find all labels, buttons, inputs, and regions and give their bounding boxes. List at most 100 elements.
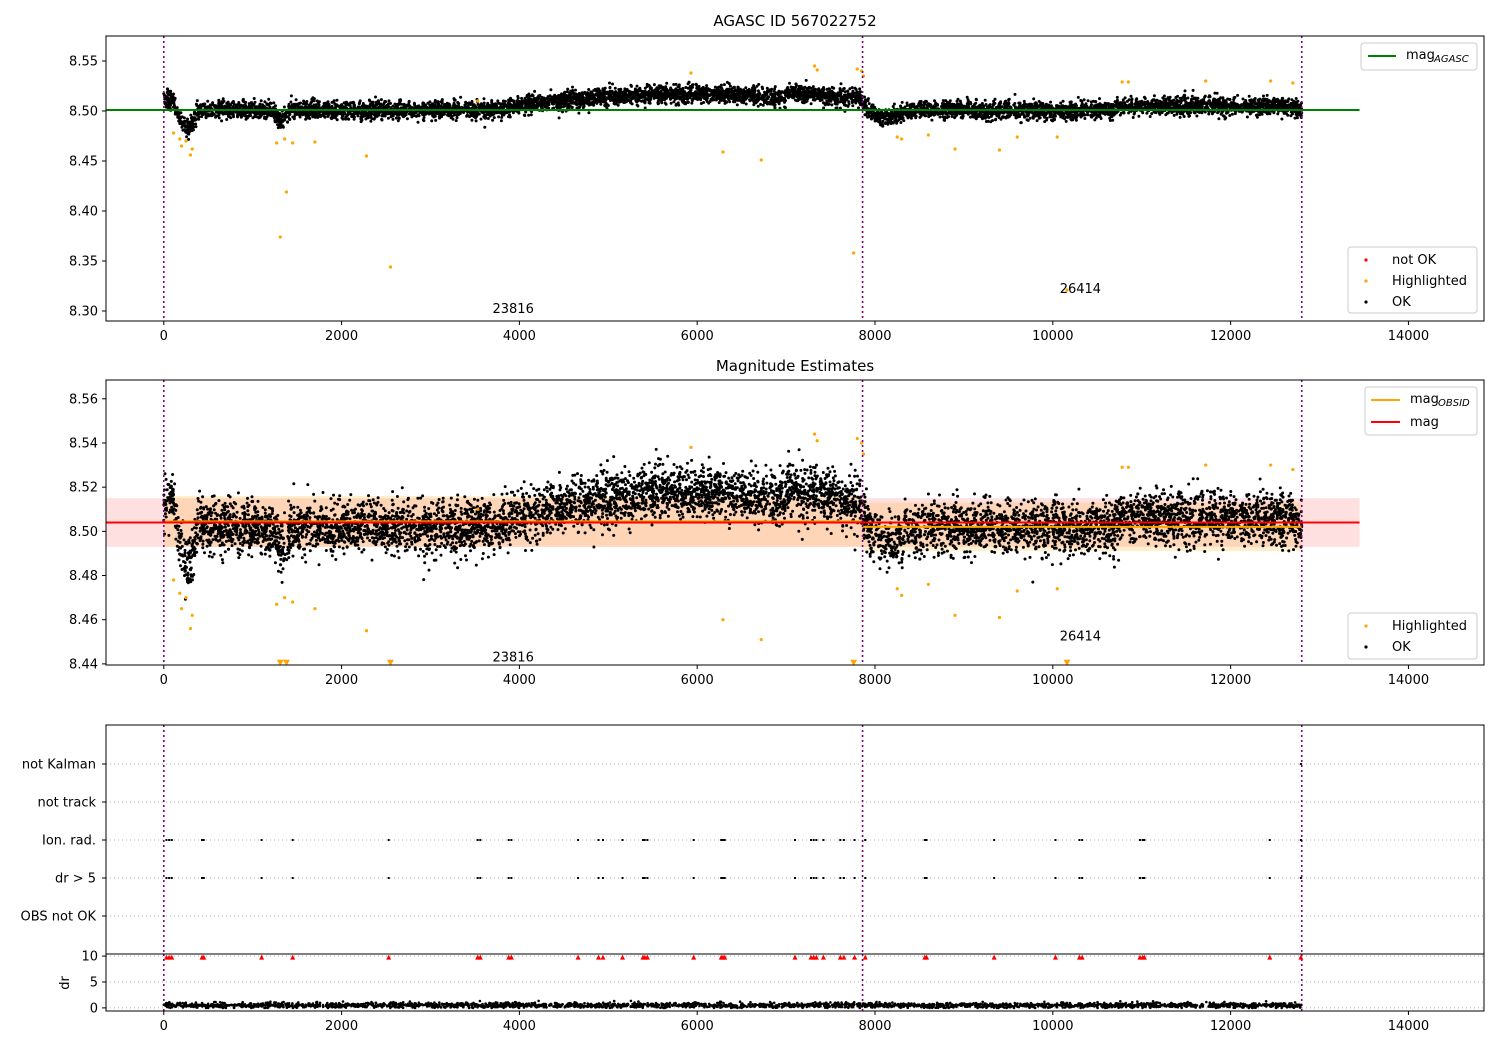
ok-point bbox=[1260, 112, 1264, 116]
ok-point bbox=[611, 82, 614, 86]
ok-point bbox=[692, 97, 696, 101]
ok-point bbox=[200, 115, 204, 119]
ok-point bbox=[843, 90, 847, 94]
ok-point bbox=[756, 104, 760, 108]
ok-point bbox=[220, 119, 224, 123]
ok-point bbox=[237, 101, 241, 104]
ok-point bbox=[948, 99, 952, 103]
ok-point bbox=[379, 98, 383, 102]
ok-point bbox=[1024, 105, 1028, 109]
ok-point bbox=[759, 102, 763, 106]
ok-point bbox=[382, 103, 385, 107]
ok-point bbox=[813, 98, 817, 102]
ok-point bbox=[863, 95, 866, 99]
ok-point bbox=[599, 102, 603, 106]
ok-point bbox=[635, 84, 639, 88]
panel1-plot-area bbox=[106, 64, 1360, 292]
ok-point bbox=[804, 78, 808, 82]
ok-point bbox=[194, 102, 198, 106]
ok-point bbox=[688, 89, 692, 93]
ok-point bbox=[1157, 111, 1161, 115]
ok-point bbox=[993, 97, 997, 101]
ok-point bbox=[1064, 119, 1068, 123]
ok-point bbox=[839, 82, 843, 86]
ok-point bbox=[334, 116, 337, 120]
ok-point bbox=[345, 100, 349, 104]
ok-point bbox=[674, 87, 678, 91]
ok-point bbox=[374, 95, 377, 99]
ok-point bbox=[1233, 112, 1237, 116]
ok-point bbox=[1224, 111, 1228, 115]
ok-point bbox=[806, 91, 810, 95]
ok-point bbox=[1228, 114, 1232, 117]
ok-point bbox=[684, 102, 688, 106]
ok-point bbox=[583, 90, 587, 94]
ok-point bbox=[900, 100, 904, 104]
ok-point bbox=[189, 113, 193, 117]
ok-point bbox=[440, 101, 444, 105]
ok-point bbox=[490, 99, 494, 102]
ok-point bbox=[827, 102, 831, 106]
ok-point bbox=[538, 94, 542, 97]
ok-point bbox=[809, 102, 813, 106]
ok-point bbox=[259, 99, 263, 103]
ok-point bbox=[848, 87, 852, 91]
ok-point bbox=[1170, 111, 1174, 115]
ok-point bbox=[1247, 94, 1251, 98]
ok-point bbox=[486, 117, 490, 120]
ok-point bbox=[614, 90, 618, 94]
ok-point bbox=[857, 106, 860, 110]
ok-point bbox=[1090, 103, 1093, 107]
ok-point bbox=[708, 100, 712, 103]
ok-point bbox=[308, 117, 312, 120]
ok-point bbox=[930, 118, 934, 122]
ok-point bbox=[465, 114, 469, 118]
panel1-title: AGASC ID 567022752 bbox=[713, 12, 876, 30]
ok-point bbox=[1130, 97, 1134, 101]
ok-point bbox=[483, 125, 487, 129]
ok-point bbox=[892, 102, 896, 106]
ok-point bbox=[399, 99, 402, 103]
ok-point bbox=[482, 97, 486, 101]
ok-point bbox=[1089, 100, 1093, 104]
ok-point bbox=[1295, 116, 1299, 120]
ok-point bbox=[981, 117, 984, 121]
ok-point bbox=[1007, 97, 1011, 101]
ok-point bbox=[356, 114, 360, 118]
ok-point bbox=[938, 115, 942, 119]
ok-point bbox=[722, 83, 726, 87]
ok-point bbox=[1280, 117, 1284, 121]
ok-point bbox=[1086, 99, 1090, 103]
ok-point bbox=[172, 92, 175, 96]
ok-point bbox=[577, 111, 581, 115]
ok-point bbox=[421, 118, 425, 122]
ok-point bbox=[705, 84, 709, 88]
ok-point bbox=[459, 95, 463, 99]
ok-point bbox=[1180, 96, 1184, 100]
ok-point bbox=[238, 104, 242, 108]
ok-point bbox=[812, 88, 816, 91]
ok-point bbox=[669, 101, 673, 105]
ok-point bbox=[1022, 99, 1026, 103]
ok-point bbox=[933, 99, 936, 103]
ok-point bbox=[187, 137, 191, 141]
ok-point bbox=[1189, 111, 1193, 115]
ok-point bbox=[1028, 116, 1032, 120]
ok-point bbox=[430, 119, 434, 123]
ok-point bbox=[1025, 118, 1029, 122]
ok-point bbox=[1041, 113, 1045, 117]
ok-point bbox=[769, 92, 773, 96]
ok-point bbox=[1240, 110, 1244, 114]
ok-point bbox=[753, 86, 757, 90]
ok-point bbox=[479, 117, 483, 121]
ok-point bbox=[846, 89, 850, 93]
ok-point bbox=[1162, 94, 1166, 98]
ok-point bbox=[1293, 116, 1297, 120]
ok-point bbox=[1121, 98, 1125, 102]
ok-point bbox=[788, 81, 791, 85]
ok-point bbox=[1191, 88, 1195, 92]
ok-point bbox=[883, 122, 887, 125]
ok-point bbox=[588, 103, 592, 107]
ok-point bbox=[1232, 101, 1236, 105]
ok-point bbox=[643, 97, 647, 101]
